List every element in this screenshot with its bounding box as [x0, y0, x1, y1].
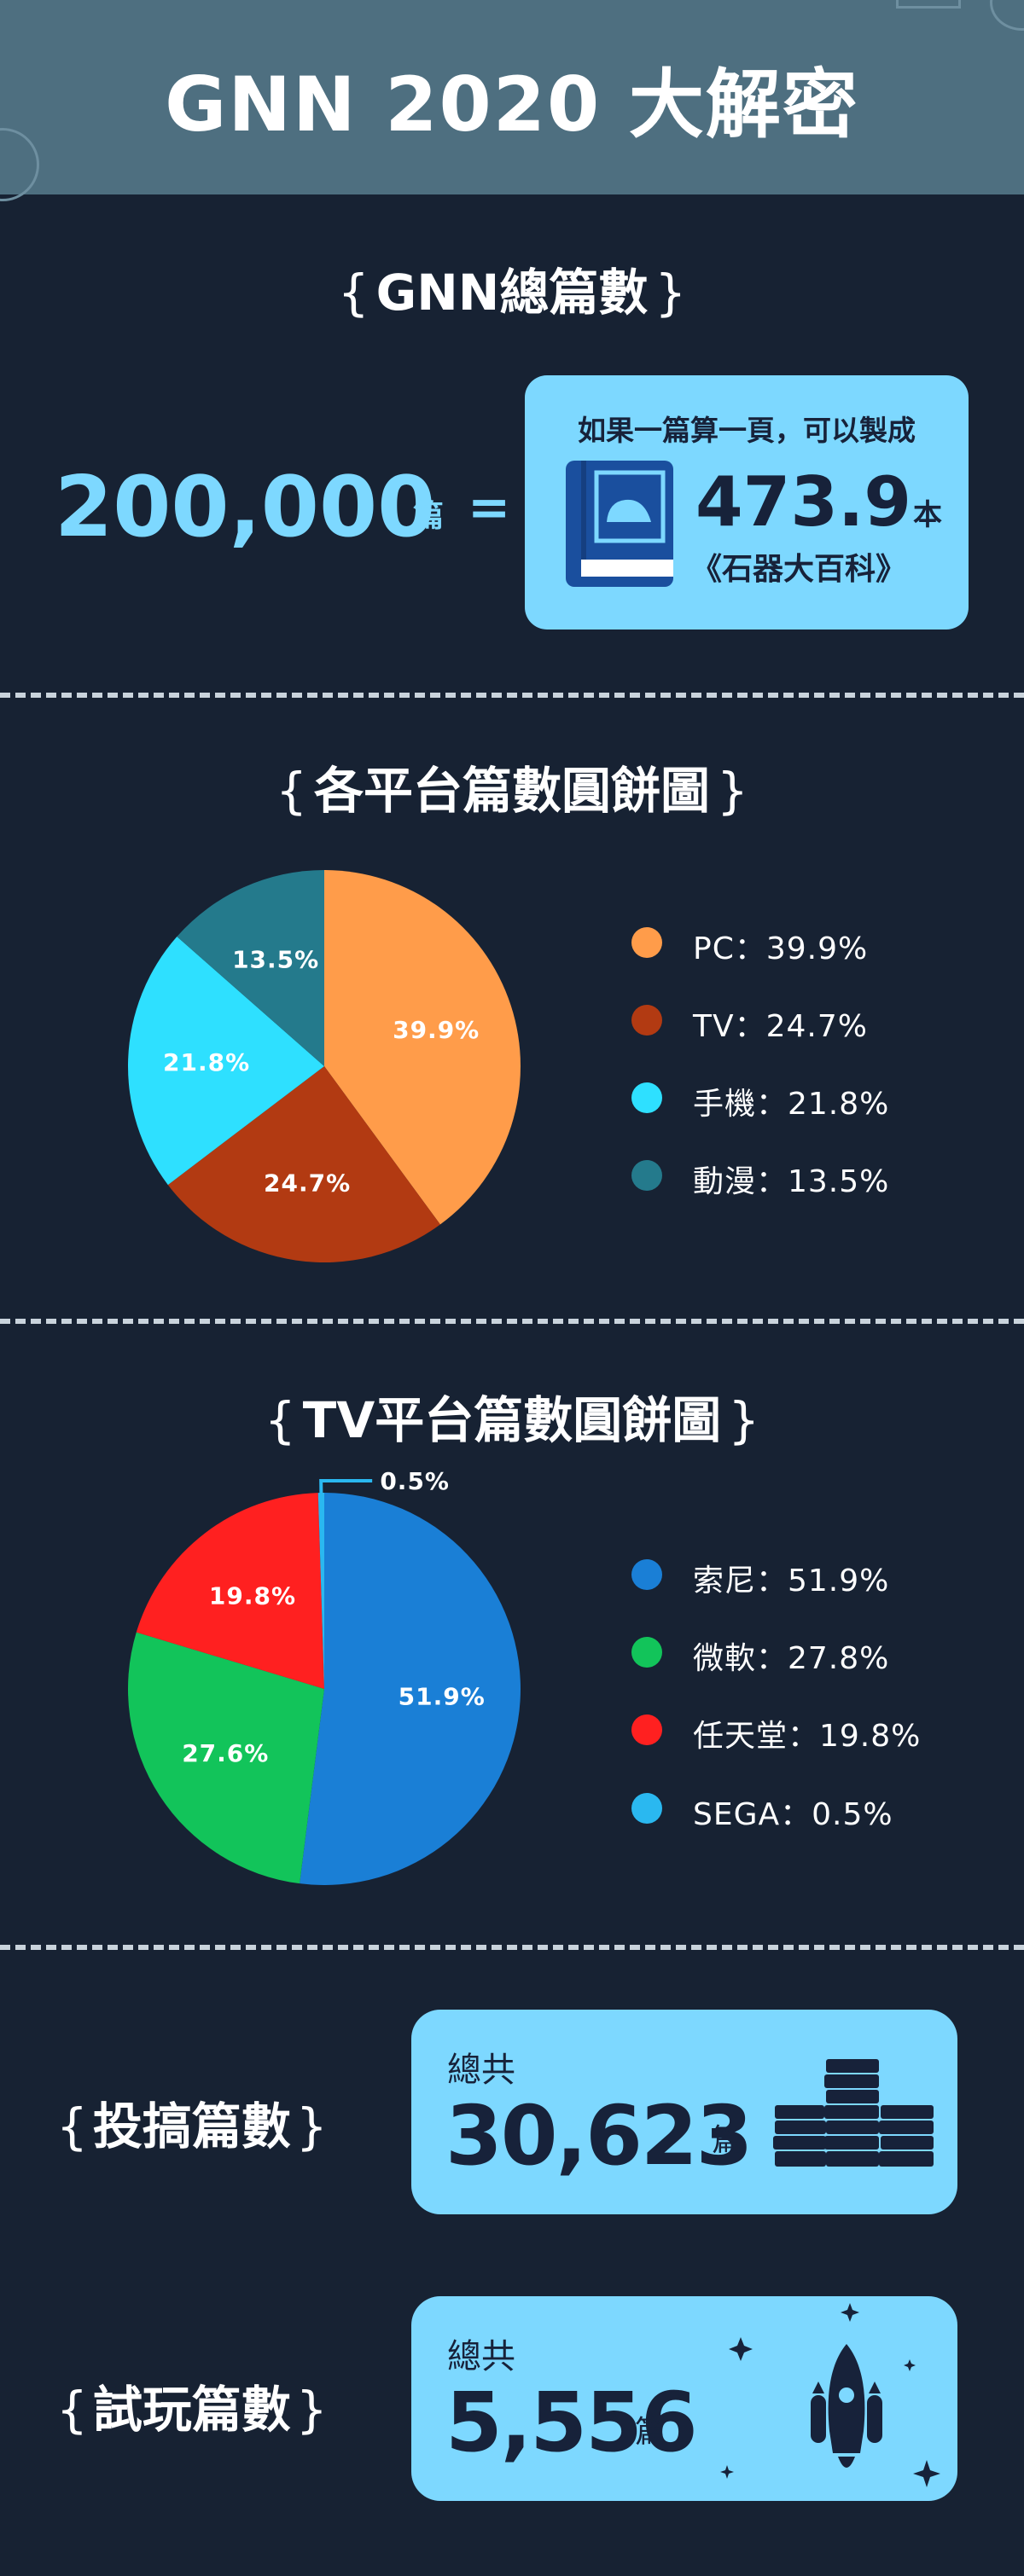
total-section-title: {GNN總篇數} [337, 264, 687, 322]
legend-label-nintendo: 任天堂：19.8% [693, 1719, 922, 1754]
tv-slice-sony [300, 1493, 521, 1885]
total-section-title-text: GNN總篇數 [375, 264, 649, 322]
legend-label-anime: 動漫：13.5% [693, 1164, 890, 1199]
total-count: 200,000 [55, 459, 436, 556]
book-card-caption: 如果一篇算一頁，可以製成 [578, 414, 916, 447]
platform-section-title: {各平台篇數圓餅圖} [276, 762, 748, 820]
submissions-count: 30,623 [445, 2088, 753, 2184]
platform-slice-label-pc: 39.9% [393, 1016, 480, 1044]
submissions-title: {投搞篇數} [56, 2097, 328, 2155]
tv-section-title: {TV平台篇數圓餅圖} [264, 1391, 760, 1449]
legend-label-mobile: 手機：21.8% [693, 1087, 890, 1122]
legend-label-tv: TV：24.7% [693, 1009, 868, 1044]
legend-label-sega: SEGA：0.5% [693, 1797, 893, 1832]
header-banner: GNN 2020 大解密 [0, 0, 1024, 201]
section-divider [0, 693, 1024, 698]
platform-slice-mobile [127, 937, 324, 1186]
legend-dot-tv [631, 1005, 662, 1036]
submissions-unit: 篇 [712, 2123, 743, 2158]
tv-slice-microsoft [128, 1632, 324, 1884]
platform-slice-pc [324, 870, 521, 1225]
platform-slice-label-tv: 24.7% [264, 1169, 351, 1198]
submissions-title-text: 投搞篇數 [92, 2097, 291, 2155]
tv-slice-label-microsoft: 27.6% [182, 1739, 269, 1767]
book-name: 《石器大百科》 [691, 552, 907, 587]
submissions-total-label: 總共 [447, 2051, 515, 2090]
tv-slice-nintendo [136, 1493, 324, 1689]
legend-dot-anime [631, 1160, 662, 1191]
tv-slice-label-sony: 51.9% [399, 1683, 486, 1711]
tv-leader-line [319, 1479, 373, 1497]
corner-decoration [896, 0, 961, 9]
book-count: 473.9 [695, 462, 912, 542]
book-count-unit: 本 [913, 498, 942, 532]
trials-count: 5,556 [445, 2375, 698, 2470]
trials-title-text: 試玩篇數 [92, 2381, 291, 2439]
trials-card: 總共 5,556 篇 [411, 2296, 957, 2501]
book-icon [566, 461, 673, 587]
tv-slice-sega [317, 1493, 324, 1689]
legend-dot-sony [631, 1559, 662, 1590]
coin-stack-icon [773, 2059, 934, 2167]
page-title: GNN 2020 大解密 [165, 61, 859, 148]
legend-dot-microsoft [631, 1637, 662, 1668]
book-equivalence-card: 如果一篇算一頁，可以製成 473.9 本 《石器大百科》 [525, 375, 969, 629]
total-count-unit: 篇 [413, 499, 445, 534]
rocket-icon [720, 2303, 940, 2487]
equals-sign: = [468, 478, 511, 537]
platform-section-title-text: 各平台篇數圓餅圖 [313, 762, 710, 820]
tv-section-title-text: TV平台篇數圓餅圖 [302, 1391, 722, 1449]
trials-total-label: 總共 [447, 2337, 515, 2376]
tv-pie-chart: 51.9% 27.6% 19.8% 0.5% [128, 1467, 521, 1885]
tv-slice-label-sega: 0.5% [380, 1467, 450, 1495]
corner-decoration [990, 0, 1024, 31]
platform-slice-label-mobile: 21.8% [163, 1048, 250, 1076]
legend-label-pc: PC：39.9% [693, 931, 869, 966]
section-divider [0, 1945, 1024, 1950]
tv-slice-label-nintendo: 19.8% [209, 1582, 296, 1610]
section-divider [0, 1319, 1024, 1324]
legend-dot-nintendo [631, 1714, 662, 1745]
platform-slice-label-anime: 13.5% [232, 945, 319, 973]
platform-slice-anime [177, 870, 324, 1066]
platform-pie-chart: 39.9% 24.7% 21.8% 13.5% [127, 870, 521, 1262]
legend-dot-sega [631, 1793, 662, 1824]
trials-title: {試玩篇數} [56, 2381, 328, 2439]
platform-slice-tv [167, 1066, 440, 1262]
trials-unit: 篇 [635, 2415, 666, 2450]
legend-label-microsoft: 微軟：27.8% [693, 1641, 890, 1676]
submissions-card: 總共 30,623 篇 [411, 2010, 957, 2214]
legend-dot-pc [631, 927, 662, 958]
legend-dot-mobile [631, 1082, 662, 1113]
legend-label-sony: 索尼：51.9% [693, 1564, 890, 1598]
